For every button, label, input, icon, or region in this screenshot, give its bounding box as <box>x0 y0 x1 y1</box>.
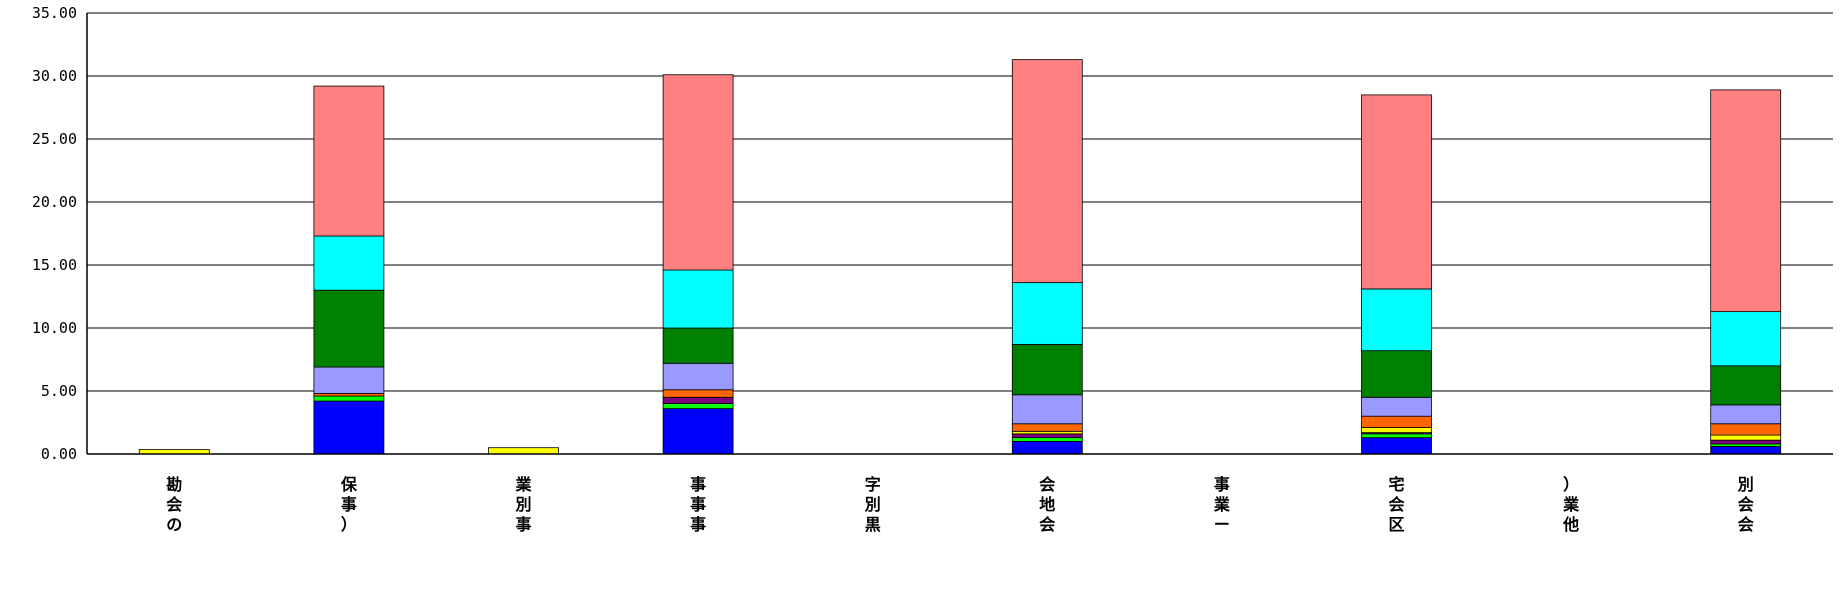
bar-segment <box>1361 415 1432 428</box>
bar-segment <box>662 389 734 398</box>
y-tick-label: 35.00 <box>32 4 77 22</box>
y-axis-tick-labels: 0.00 5.00 10.00 15.00 20.00 25.00 30.00 35.00 <box>32 4 77 463</box>
bar-segment <box>313 395 385 402</box>
x-category-label: 会地会 <box>1039 475 1055 534</box>
bar-segment <box>1011 282 1083 345</box>
bar-segment <box>1011 437 1083 442</box>
bar-segment <box>1710 365 1782 406</box>
bar-segment <box>662 362 734 391</box>
x-category-label: 事業ー <box>1213 475 1231 534</box>
x-category-label: 事事事 <box>690 475 706 534</box>
x-category-label: 別会会 <box>1738 475 1754 534</box>
x-category-label: 業別事 <box>514 475 532 534</box>
bar-segment <box>1011 433 1083 439</box>
bar-segment <box>662 403 734 410</box>
y-tick-label: 10.00 <box>32 319 77 337</box>
bar-segment <box>1361 433 1432 439</box>
bar-segment <box>1361 396 1432 417</box>
bar-segment <box>1710 404 1782 425</box>
bar-segment <box>313 235 385 291</box>
y-tick-label: 20.00 <box>32 193 77 211</box>
bar-segment <box>662 408 734 455</box>
bar-segment <box>662 327 734 364</box>
y-tick-label: 30.00 <box>32 67 77 85</box>
y-tick-label: 15.00 <box>32 256 77 274</box>
bars <box>138 59 1782 455</box>
x-category-label: 保事） <box>340 475 358 534</box>
bar-segment <box>1710 423 1782 436</box>
x-axis-category-labels: 勘会の 保事） 業別事 事事事 字別黒 会地会 事業ー 宅会区 ）業他 別会会 <box>166 475 1753 534</box>
bar-segment <box>1011 343 1083 396</box>
x-category-label: 勘会の <box>166 475 182 534</box>
x-category-label: ）業他 <box>1562 475 1580 534</box>
bar-segment <box>1361 94 1432 290</box>
bar-segment <box>1710 311 1782 367</box>
bar-segment <box>1011 423 1083 432</box>
bar-segment <box>662 396 734 404</box>
bar-segment <box>313 289 385 368</box>
bar-segment <box>1011 440 1083 455</box>
bar-segment <box>488 447 559 455</box>
axes <box>86 13 1833 455</box>
bar-segment <box>1361 437 1432 455</box>
bar-segment <box>1361 350 1432 398</box>
bar-segment <box>1011 59 1083 284</box>
bar-segment <box>1710 89 1782 313</box>
bar-segment <box>1361 427 1432 433</box>
bar-segment <box>1710 446 1782 455</box>
bar-segment <box>313 366 385 394</box>
bar-segment <box>662 74 734 271</box>
bar-segment <box>1361 288 1432 352</box>
bar-segment <box>1710 439 1782 445</box>
x-category-label: 宅会区 <box>1388 475 1404 534</box>
bar-segment <box>662 269 734 329</box>
bar-segment <box>1011 394 1083 425</box>
y-tick-label: 5.00 <box>41 382 77 400</box>
bar-segment <box>1710 434 1782 441</box>
y-tick-label: 25.00 <box>32 130 77 148</box>
bar-segment <box>313 400 385 455</box>
y-tick-label: 0.00 <box>41 445 77 463</box>
bar-segment <box>313 85 385 237</box>
x-category-label: 字別黒 <box>865 475 881 534</box>
